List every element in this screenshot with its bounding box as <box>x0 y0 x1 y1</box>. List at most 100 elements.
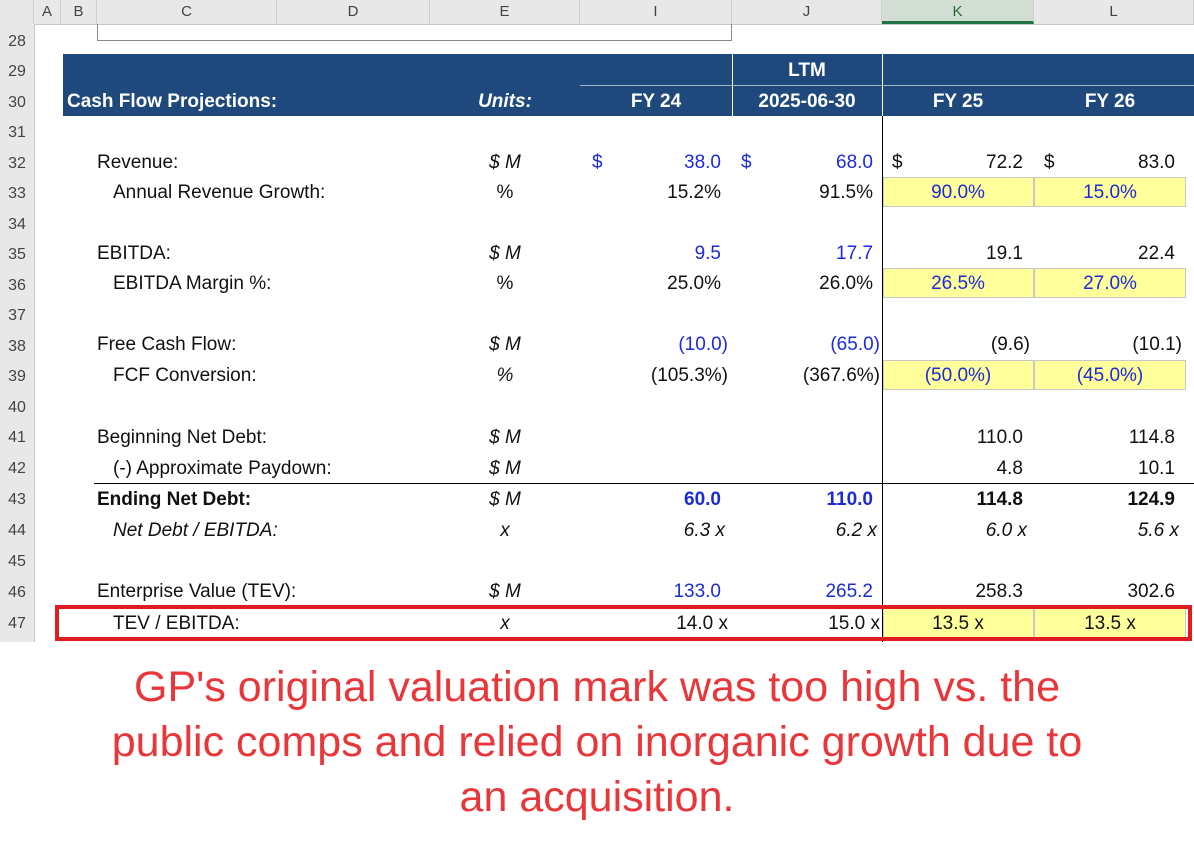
row-label-ending-net-debt: Ending Net Debt: <box>97 489 252 510</box>
value-cell[interactable]: (9.6) <box>990 334 1030 355</box>
value-cell[interactable]: (10.1) <box>1132 334 1182 355</box>
currency-symbol: $ <box>1044 152 1055 173</box>
input-cell[interactable] <box>1034 268 1186 298</box>
input-cell[interactable] <box>1034 360 1186 390</box>
row-header[interactable]: 32 <box>8 155 26 172</box>
value-cell[interactable]: 133.0 <box>673 581 721 602</box>
column-header-c[interactable]: C <box>97 0 277 24</box>
column-header-k[interactable]: K <box>882 0 1034 24</box>
value-cell[interactable]: 72.2 <box>986 152 1023 173</box>
units-cell: $ M <box>489 152 521 173</box>
value-cell[interactable]: 114.8 <box>976 489 1024 510</box>
column-header-e[interactable]: E <box>430 0 580 24</box>
value-cell[interactable]: 22.4 <box>1138 243 1175 264</box>
row-header[interactable]: 38 <box>8 338 26 355</box>
row-header[interactable]: 43 <box>8 491 26 508</box>
value-cell[interactable]: 9.5 <box>694 243 721 264</box>
value-cell[interactable]: 19.1 <box>986 243 1023 264</box>
value-cell[interactable]: 68.0 <box>836 152 873 173</box>
value-cell[interactable] <box>580 422 721 453</box>
value-cell[interactable]: 302.6 <box>1127 581 1175 602</box>
value-cell[interactable]: 17.7 <box>836 243 873 264</box>
row-header[interactable]: 44 <box>8 522 26 539</box>
row-header[interactable]: 36 <box>8 277 26 294</box>
value-cell[interactable]: 14.0 x <box>676 613 728 634</box>
input-cell[interactable] <box>883 360 1034 390</box>
value-cell[interactable]: 5.6 x <box>1137 520 1179 541</box>
units-cell: $ M <box>489 458 521 479</box>
value-cell[interactable]: (50.0%) <box>924 365 992 386</box>
units-cell: x <box>500 520 510 541</box>
row-header[interactable]: 30 <box>8 94 26 111</box>
column-header-i[interactable]: I <box>580 0 732 24</box>
value-cell[interactable]: 27.0% <box>1083 273 1137 294</box>
value-cell[interactable]: 124.9 <box>1127 489 1175 510</box>
value-cell[interactable]: (367.6%) <box>802 365 880 386</box>
select-all-corner[interactable] <box>0 0 34 24</box>
value-cell[interactable]: 13.5 x <box>1084 613 1136 634</box>
value-cell[interactable]: 114.8 <box>1128 427 1175 448</box>
row-header[interactable]: 33 <box>8 185 26 202</box>
row-label-ebitda: EBITDA: <box>97 243 171 264</box>
value-cell[interactable]: 10.1 <box>1138 458 1175 479</box>
value-cell[interactable] <box>732 453 873 484</box>
subtotal-line <box>94 483 1194 484</box>
period-header-ltm: 2025-06-30 <box>758 91 856 112</box>
row-header[interactable]: 35 <box>8 246 26 263</box>
value-cell[interactable]: 4.8 <box>996 458 1023 479</box>
row-header[interactable]: 31 <box>8 124 26 141</box>
value-cell[interactable]: 15.0% <box>1083 182 1137 203</box>
row-header[interactable]: 45 <box>8 553 26 570</box>
row-header[interactable]: 28 <box>8 33 26 50</box>
currency-symbol: $ <box>592 152 603 173</box>
row-header[interactable]: 37 <box>8 307 26 324</box>
value-cell[interactable] <box>580 453 721 484</box>
value-cell[interactable]: (45.0%) <box>1076 365 1144 386</box>
value-cell[interactable]: (105.3%) <box>650 365 728 386</box>
column-header-d[interactable]: D <box>277 0 430 24</box>
value-cell[interactable]: 13.5 x <box>932 613 984 634</box>
input-cell[interactable] <box>883 177 1034 207</box>
value-cell[interactable]: 6.2 x <box>835 520 877 541</box>
column-header-a[interactable]: A <box>34 0 61 24</box>
value-cell[interactable]: 91.5% <box>819 182 873 203</box>
column-header-b[interactable]: B <box>61 0 97 24</box>
units-cell: $ M <box>489 489 521 510</box>
row-header[interactable]: 39 <box>8 368 26 385</box>
row-header[interactable]: 42 <box>8 460 26 477</box>
input-cell[interactable] <box>1034 177 1186 207</box>
table-title: Cash Flow Projections: <box>67 91 278 112</box>
value-cell[interactable]: 60.0 <box>684 489 721 510</box>
value-cell[interactable]: 83.0 <box>1138 152 1175 173</box>
value-cell[interactable]: 26.0% <box>819 273 873 294</box>
value-cell[interactable]: 110.0 <box>976 427 1023 448</box>
value-cell[interactable]: (65.0) <box>830 334 880 355</box>
row-header[interactable]: 47 <box>8 615 26 632</box>
row-header[interactable]: 34 <box>8 216 26 233</box>
row-header[interactable]: 46 <box>8 584 26 601</box>
units-cell: $ M <box>489 427 521 448</box>
value-cell[interactable]: 6.0 x <box>985 520 1027 541</box>
row-header[interactable]: 41 <box>8 429 26 446</box>
row-header-bar: 28 29 30 31 32 33 34 35 36 37 38 39 40 4… <box>0 24 35 642</box>
value-cell[interactable]: 6.3 x <box>683 520 725 541</box>
period-header-fy25: FY 25 <box>932 91 984 112</box>
value-cell[interactable]: 15.0 x <box>828 613 880 634</box>
units-cell: % <box>496 273 514 294</box>
value-cell[interactable]: 15.2% <box>667 182 721 203</box>
value-cell[interactable]: 38.0 <box>684 152 721 173</box>
value-cell[interactable]: 25.0% <box>667 273 721 294</box>
input-cell[interactable] <box>883 268 1034 298</box>
value-cell[interactable]: 265.2 <box>825 581 873 602</box>
value-cell[interactable]: 110.0 <box>826 489 874 510</box>
value-cell[interactable]: 258.3 <box>975 581 1023 602</box>
row-header[interactable]: 40 <box>8 399 26 416</box>
row-header[interactable]: 29 <box>8 63 26 80</box>
row-label-beginning-net-debt: Beginning Net Debt: <box>97 427 268 448</box>
value-cell[interactable]: 26.5% <box>931 273 985 294</box>
value-cell[interactable] <box>732 422 873 453</box>
column-header-j[interactable]: J <box>732 0 882 24</box>
value-cell[interactable]: (10.0) <box>678 334 728 355</box>
column-header-l[interactable]: L <box>1034 0 1194 24</box>
value-cell[interactable]: 90.0% <box>931 182 985 203</box>
